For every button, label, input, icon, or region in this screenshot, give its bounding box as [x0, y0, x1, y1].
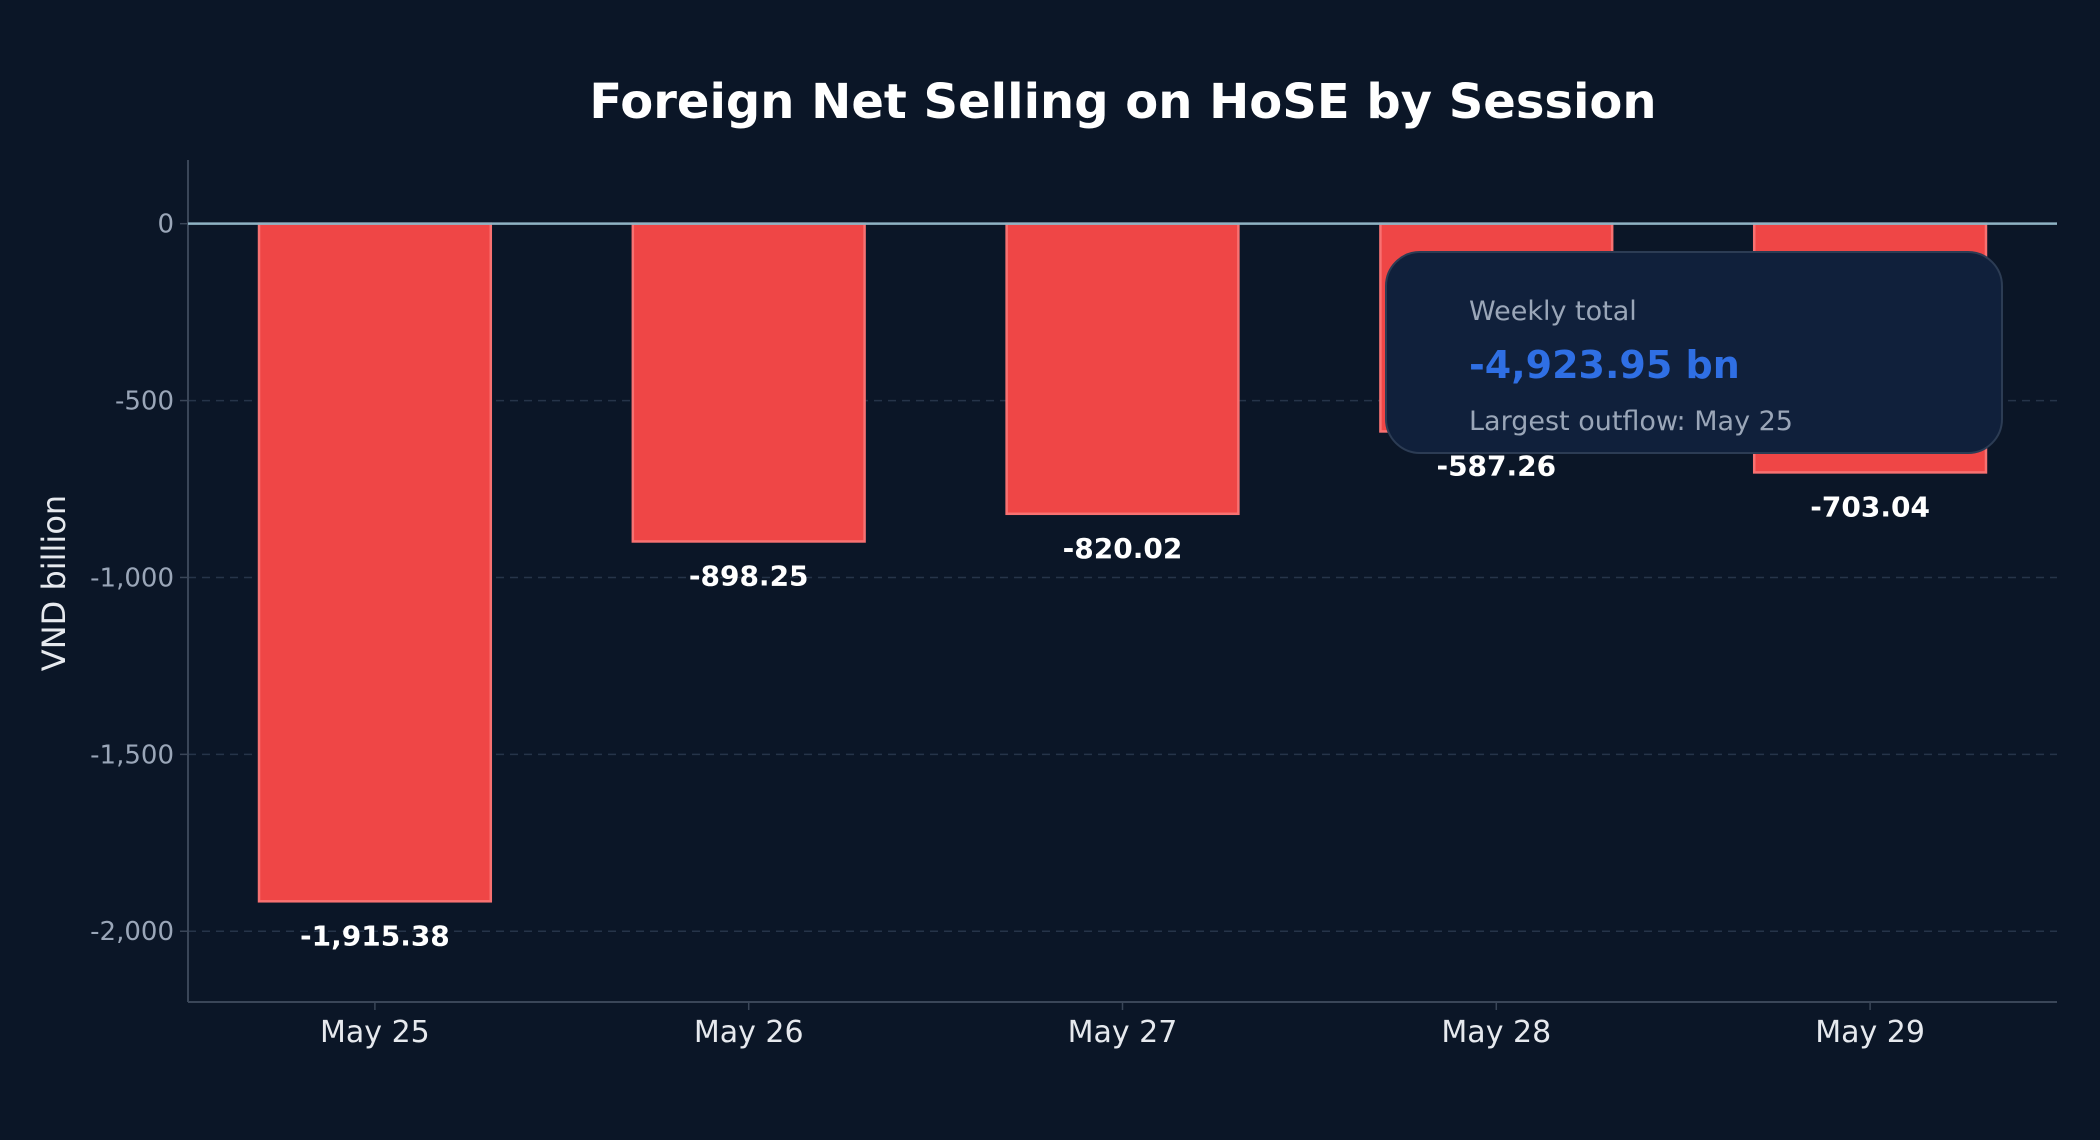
bar: [1005, 222, 1240, 516]
y-tick-label: -1,000: [90, 563, 174, 593]
y-tick-label: 0: [157, 210, 174, 240]
data-label: -898.25: [689, 559, 809, 592]
x-tick-label: May 28: [1441, 1015, 1551, 1050]
annotation-value: -4,923.95 bn: [1469, 343, 1740, 387]
data-labels: -1,915.38 -898.25 -820.02 -587.26 -703.04: [300, 449, 1930, 952]
x-tick-label: May 25: [320, 1015, 430, 1050]
annotation-note: Largest outflow: May 25: [1469, 406, 1793, 437]
chart-title: Foreign Net Selling on HoSE by Session: [589, 74, 1656, 130]
weekly-total-annotation: Weekly total -4,923.95 bn Largest outflo…: [1385, 251, 2003, 454]
axes: [180, 160, 2057, 1010]
data-label: -1,915.38: [300, 919, 450, 952]
tick-labels: 0 -500 -1,000 -1,500 -2,000 May 25 May 26 May 2…: [90, 210, 1925, 1050]
x-tick-label: May 29: [1815, 1015, 1925, 1050]
y-tick-label: -2,000: [90, 917, 174, 947]
data-label: -820.02: [1063, 532, 1183, 565]
data-label: -587.26: [1436, 449, 1556, 482]
x-tick-label: May 27: [1068, 1015, 1178, 1050]
bar: [631, 222, 866, 543]
data-label: -703.04: [1810, 490, 1930, 523]
annotation-label: Weekly total: [1469, 296, 1637, 327]
annotation-box: [1385, 251, 2003, 454]
y-tick-label: -500: [115, 387, 174, 417]
y-axis-label: VND billion: [35, 495, 73, 671]
y-tick-label: -1,500: [90, 740, 174, 770]
x-tick-label: May 26: [694, 1015, 804, 1050]
bar: [257, 222, 493, 903]
